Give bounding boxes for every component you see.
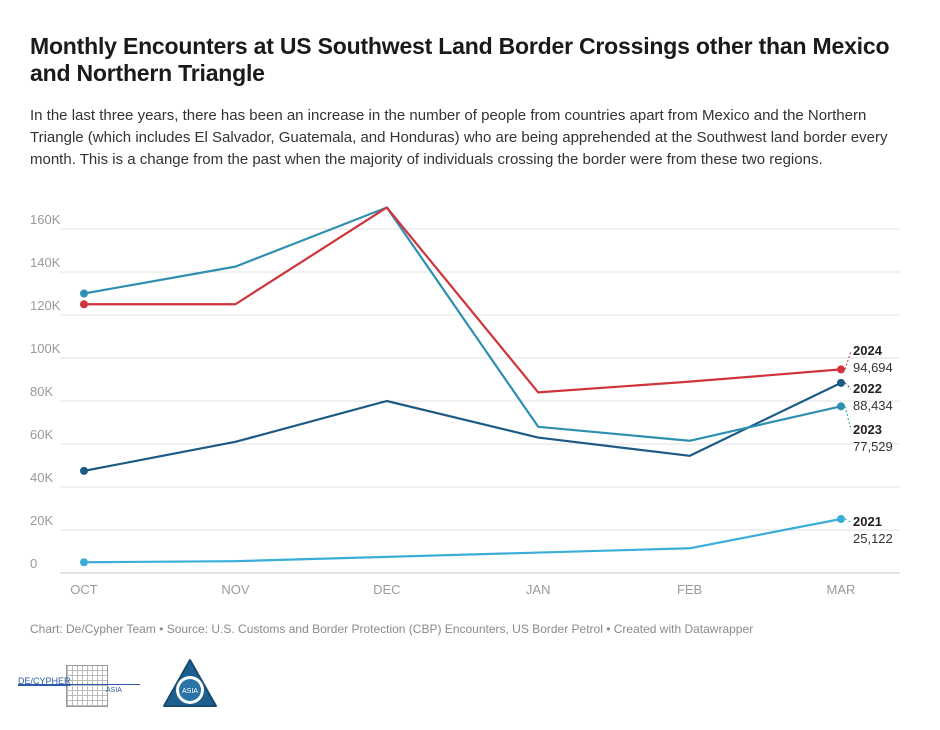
end-label-year-2022: 2022 [853, 381, 882, 396]
x-tick-label: NOV [221, 582, 250, 597]
line-chart: 0 20K 40K 60K 80K 100K 120K 140K 160K OCT NOV DEC J… [30, 206, 900, 597]
end-point-2022 [837, 378, 845, 387]
leader-2024 [844, 350, 852, 370]
y-tick-label: 100K [30, 341, 61, 356]
start-point-2021 [80, 558, 88, 567]
end-label-year-2024: 2024 [853, 343, 883, 358]
leader-2023 [844, 406, 852, 431]
leader-2022 [844, 382, 852, 390]
y-tick-label: 160K [30, 212, 61, 227]
x-tick-label: DEC [373, 582, 400, 597]
x-tick-label: JAN [526, 582, 551, 597]
y-tick-label: 140K [30, 255, 61, 270]
end-label-year-2021: 2021 [853, 514, 882, 529]
x-tick-label: FEB [677, 582, 702, 597]
gridlines [60, 228, 900, 574]
chart-subtitle: In the last three years, there has been … [30, 107, 888, 168]
end-label-value-2021: 25,122 [853, 531, 893, 546]
y-tick-label: 0 [30, 556, 37, 571]
end-point-2024 [837, 365, 845, 374]
chart-title: Monthly Encounters at US Southwest Land … [30, 33, 890, 86]
end-label-year-2023: 2023 [853, 422, 882, 437]
series-line-2024 [84, 206, 842, 394]
maze-icon [66, 665, 108, 707]
y-tick-label: 40K [30, 470, 53, 485]
x-axis-ticks: OCT NOV DEC JAN FEB MAR [70, 582, 855, 597]
asia-badge-text: ASIA [182, 688, 198, 695]
start-point-2023 [80, 289, 88, 298]
y-tick-label: 80K [30, 384, 53, 399]
end-label-value-2022: 88,434 [853, 398, 893, 413]
logo-left-sub: ASIA [106, 687, 122, 694]
end-point-2023 [837, 402, 845, 411]
x-tick-label: OCT [70, 582, 98, 597]
y-tick-label: 120K [30, 298, 61, 313]
y-tick-label: 20K [30, 513, 53, 528]
series-line-2023 [83, 206, 842, 442]
end-labels: 2024 94,694 2023 77,529 2022 88,434 2021 25,122 [844, 343, 893, 546]
leader-2021 [844, 518, 852, 523]
logo-left-text: DE/CYPHER [18, 676, 71, 686]
end-label-value-2023: 77,529 [853, 439, 893, 454]
y-tick-label: 60K [30, 427, 53, 442]
start-point-2022 [80, 466, 88, 475]
y-axis-ticks: 0 20K 40K 60K 80K 100K 120K 140K 160K [30, 212, 61, 571]
series-line-2022 [83, 381, 842, 472]
decypher-logo: DE/CYPHER ASIA [18, 665, 140, 707]
chart-source: Chart: De/Cypher Team • Source: U.S. Cus… [30, 622, 754, 636]
x-tick-label: MAR [827, 582, 856, 597]
series-lines [80, 206, 845, 567]
series-line-2021 [83, 517, 842, 564]
end-label-value-2024: 94,694 [853, 360, 893, 375]
asia-badge-logo: ASIA [163, 659, 217, 707]
start-point-2024 [80, 300, 88, 309]
end-point-2021 [837, 514, 845, 523]
logo-underline [18, 684, 140, 685]
